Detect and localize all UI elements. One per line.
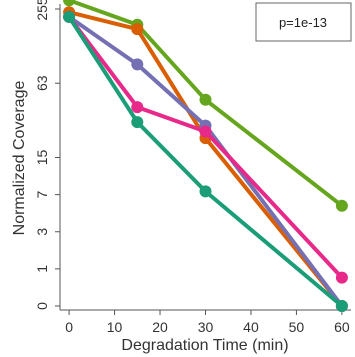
data-point <box>335 300 348 312</box>
data-point <box>199 125 212 138</box>
series-2 <box>63 10 348 312</box>
y-tick-label: 1 <box>34 265 50 273</box>
data-point <box>199 93 212 106</box>
axes: 0 10 20 30 40 50 60 0 1 3 7 15 63 255 <box>34 0 351 335</box>
series-line <box>67 15 344 308</box>
data-point <box>131 58 144 71</box>
data-point <box>63 10 76 23</box>
y-axis-title: Normalized Coverage <box>11 81 28 236</box>
y-tick-label: 0 <box>34 302 50 310</box>
series-line <box>68 10 344 308</box>
series-1 <box>63 6 348 312</box>
data-point <box>131 101 144 114</box>
x-tick-label: 50 <box>289 319 305 335</box>
y-tick-label: 63 <box>34 75 50 91</box>
data-point <box>63 0 76 7</box>
y-tick-label: 7 <box>34 191 50 199</box>
series-line <box>67 15 344 279</box>
data-point <box>131 116 144 129</box>
annotation-text: p=1e-13 <box>279 15 327 30</box>
y-tick-label: 15 <box>34 149 50 165</box>
x-tick-label: 60 <box>334 319 350 335</box>
annotation-layer: p=1e-13 <box>255 2 352 42</box>
annotation-box <box>255 2 352 42</box>
y-tick-label: 3 <box>34 228 50 236</box>
data-point <box>131 23 144 36</box>
y-tick-label: 255 <box>34 0 50 21</box>
series-line <box>68 0 344 208</box>
x-tick-label: 40 <box>243 319 259 335</box>
x-axis-title: Degradation Time (min) <box>121 337 288 354</box>
x-tick-label: 20 <box>152 319 168 335</box>
series-3 <box>63 10 348 284</box>
data-point <box>199 185 212 198</box>
series-4 <box>63 10 348 312</box>
data-point <box>335 199 348 212</box>
series-line <box>67 15 344 308</box>
series-layer <box>63 0 348 312</box>
x-tick-label: 0 <box>65 319 73 335</box>
x-tick-label: 30 <box>198 319 214 335</box>
x-tick-label: 10 <box>107 319 123 335</box>
data-point <box>335 271 348 284</box>
